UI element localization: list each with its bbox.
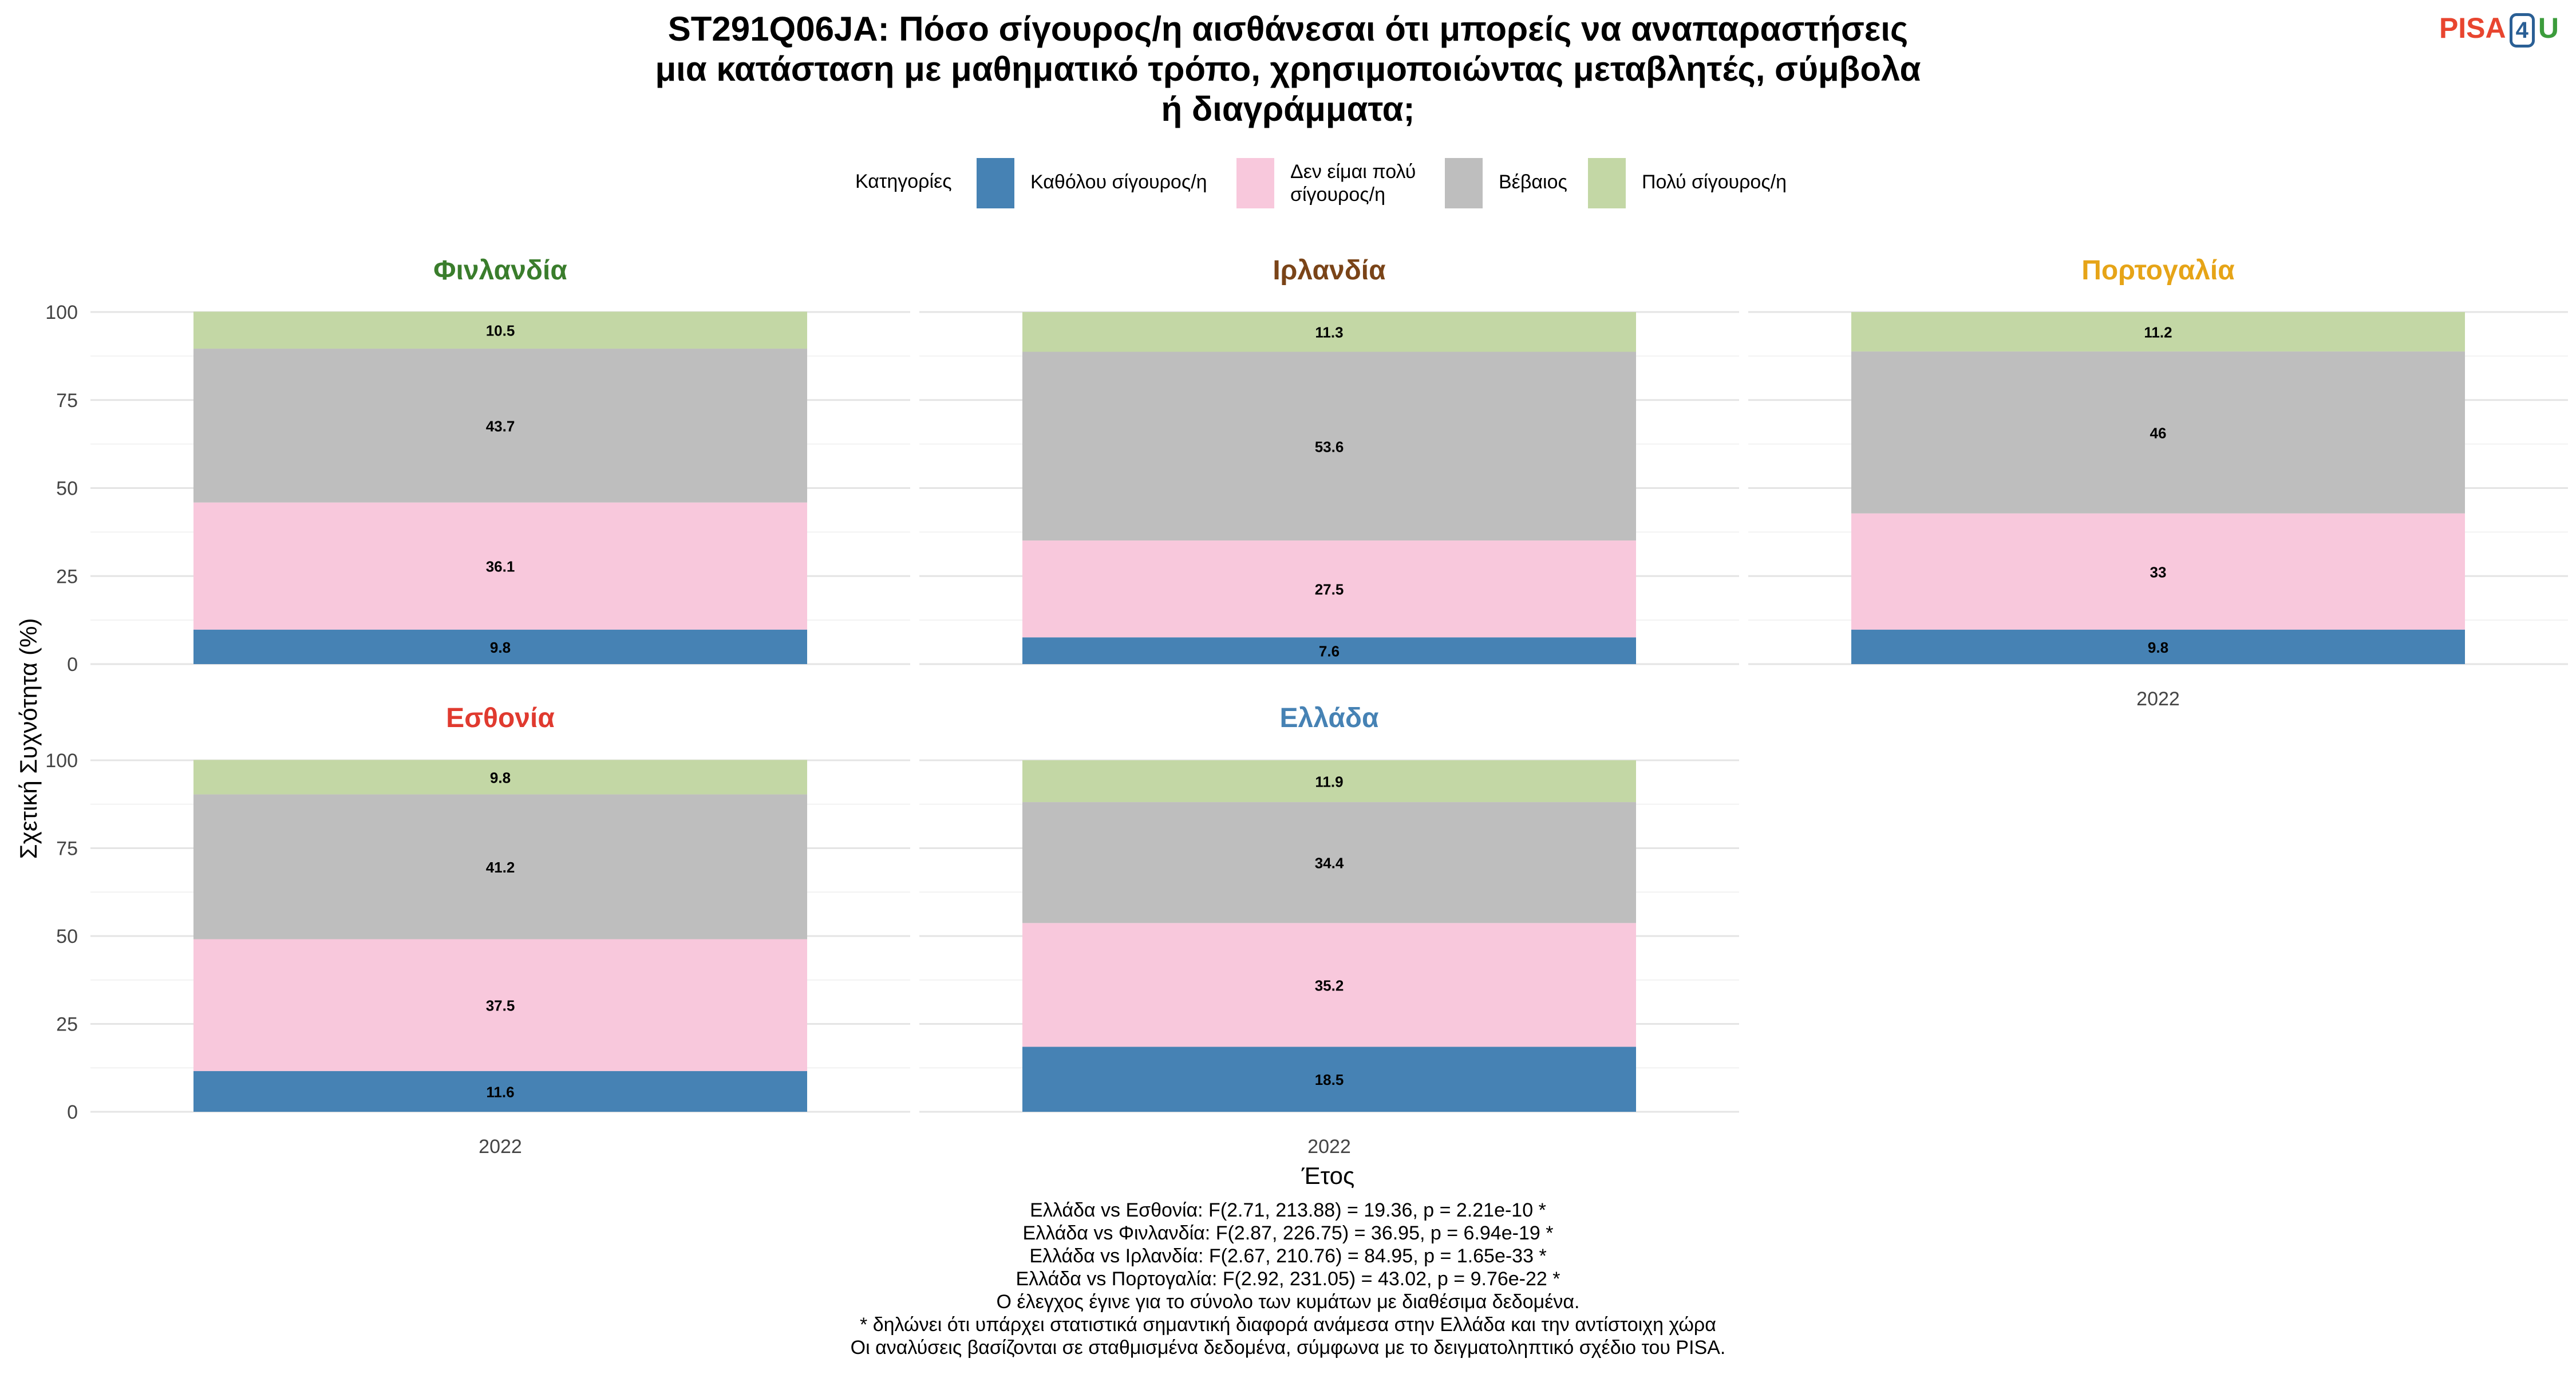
facet-title: Εσθονία	[446, 703, 555, 733]
chart-title-line-1: ST291Q06JA: Πόσο σίγουρος/η αισθάνεσαι ό…	[667, 10, 1909, 48]
facet-panel-1: Φινλανδία 9.8 36.1 43.7 10.5 0 25 50 75 100	[45, 255, 910, 676]
bar-segment-1	[193, 629, 807, 664]
x-tick-label: 2022	[479, 1136, 522, 1158]
bar-segment-2	[193, 939, 807, 1071]
bar-segment-1	[1851, 629, 2465, 664]
footnote-line-5: Ο έλεγχος έγινε για το σύνολο των κυμάτω…	[996, 1291, 1580, 1313]
y-tick-label: 100	[45, 750, 78, 772]
legend-item-3: Βέβαιος	[1445, 158, 1582, 210]
bar-value-label: 27.5	[1315, 581, 1344, 598]
facet-panel-3: Πορτογαλία 9.8 33 46 11.2 2022	[1748, 255, 2568, 710]
bar-segment-1	[1022, 1047, 1636, 1112]
legend-swatch-2	[1236, 158, 1274, 208]
bar-segment-4	[1022, 760, 1636, 803]
x-tick-label: 2022	[1307, 1136, 1351, 1158]
logo-text-pisa: PISA	[2439, 12, 2506, 44]
bar-segment-2	[1022, 540, 1636, 638]
bar-segment-4	[193, 760, 807, 795]
legend-swatch-4	[1588, 158, 1626, 208]
bar-segment-4	[193, 311, 807, 349]
bar-segment-3	[193, 794, 807, 939]
footnote-line-2: Ελλάδα vs Φινλανδία: F(2.87, 226.75) = 3…	[1022, 1222, 1554, 1244]
y-tick-label: 25	[56, 1014, 78, 1036]
chart-title-line-3: ή διαγράμματα;	[1161, 90, 1415, 128]
bar-value-label: 9.8	[2148, 639, 2168, 656]
bar-segment-1	[193, 1071, 807, 1112]
legend-label-2a: Δεν είμαι πολύ	[1290, 161, 1416, 183]
bar-value-label: 43.7	[486, 417, 515, 435]
bar-value-label: 37.5	[486, 997, 515, 1014]
legend: Κατηγορίες Καθόλου σίγουρος/η Δεν είμαι …	[0, 158, 2576, 210]
y-tick-label: 25	[56, 566, 78, 587]
bar-value-label: 53.6	[1315, 438, 1344, 455]
facet-title: Πορτογαλία	[2081, 255, 2235, 286]
facet-panel-4: Εσθονία 11.6 37.5 41.2 9.8 0 25 50 75 100 2022	[45, 703, 910, 1158]
legend-item-4: Πολύ σίγουρος/η	[1588, 158, 1828, 210]
bar-segment-2	[1022, 923, 1636, 1047]
chart-title-line-2: μια κατάσταση με μαθηματικό τρόπο, χρησι…	[655, 50, 1921, 88]
legend-label-2b: σίγουρος/η	[1290, 184, 1386, 206]
legend-label-1: Καθόλου σίγουρος/η	[1030, 171, 1207, 193]
legend-swatch-1	[977, 158, 1014, 208]
bar-segment-3	[1851, 351, 2465, 514]
bar-value-label: 7.6	[1319, 643, 1340, 660]
y-tick-label: 75	[56, 838, 78, 860]
bar-segment-3	[1022, 352, 1636, 541]
legend-label-3: Βέβαιος	[1499, 171, 1567, 193]
bar-value-label: 36.1	[486, 558, 515, 575]
bar-value-label: 11.6	[486, 1083, 514, 1100]
bar-value-label: 9.8	[490, 639, 511, 656]
bar-segment-4	[1022, 312, 1636, 352]
footnote-line-1: Ελλάδα vs Εσθονία: F(2.71, 213.88) = 19.…	[1030, 1199, 1546, 1221]
facet-title: Ελλάδα	[1280, 703, 1379, 733]
facet-title: Ιρλανδία	[1273, 255, 1386, 286]
bar-value-label: 35.2	[1315, 977, 1344, 994]
facet-title: Φινλανδία	[433, 255, 567, 286]
y-tick-label: 50	[56, 478, 78, 500]
bar-value-label: 11.3	[1315, 324, 1343, 341]
legend-item-2: Δεν είμαι πολύ σίγουρος/η	[1236, 158, 1448, 210]
y-tick-label: 50	[56, 926, 78, 947]
footnote-line-6: * δηλώνει ότι υπάρχει στατιστικά σημαντι…	[860, 1314, 1716, 1336]
footnote-line-4: Ελλάδα vs Πορτογαλία: F(2.92, 231.05) = …	[1016, 1268, 1560, 1290]
bar-segment-2	[193, 502, 807, 630]
bar-value-label: 33	[2150, 563, 2167, 581]
x-tick-label: 2022	[2136, 688, 2180, 710]
bar-value-label: 46	[2150, 424, 2167, 441]
y-tick-label: 100	[45, 302, 78, 323]
y-tick-label: 0	[67, 1101, 78, 1123]
bar-segment-1	[1022, 637, 1636, 664]
legend-label-4: Πολύ σίγουρος/η	[1642, 171, 1787, 193]
legend-item-1: Καθόλου σίγουρος/η	[977, 158, 1246, 210]
bar-segment-3	[1022, 802, 1636, 923]
facet-panel-2: Ιρλανδία 7.6 27.5 53.6 11.3	[919, 255, 1739, 665]
y-tick-label: 0	[67, 654, 78, 676]
bar-value-label: 11.9	[1315, 773, 1343, 791]
footnote-line-3: Ελλάδα vs Ιρλανδία: F(2.67, 210.76) = 84…	[1029, 1245, 1547, 1267]
facet-panel-5: Ελλάδα 18.5 35.2 34.4 11.9 2022	[919, 703, 1739, 1158]
legend-swatch-3	[1445, 158, 1483, 208]
x-axis-title: Έτος	[1301, 1162, 1355, 1189]
legend-title: Κατηγορίες	[855, 171, 952, 192]
bar-segment-3	[193, 348, 807, 503]
bar-value-label: 10.5	[486, 322, 515, 339]
logo-text-u: U	[2538, 12, 2559, 44]
bar-value-label: 18.5	[1315, 1071, 1344, 1088]
bar-segment-2	[1851, 513, 2465, 630]
bar-segment-4	[1851, 312, 2465, 352]
bar-value-label: 11.2	[2144, 323, 2172, 341]
pisa4u-logo: PISA 4 U	[2439, 8, 2559, 48]
y-tick-label: 75	[56, 390, 78, 412]
footnote-line-7: Οι αναλύσεις βασίζονται σε σταθμισμένα δ…	[850, 1337, 1726, 1359]
logo-text-4: 4	[2509, 13, 2535, 48]
bar-value-label: 41.2	[486, 859, 515, 876]
y-axis-title: Σχετική Συχνότητα (%)	[15, 618, 42, 859]
bar-value-label: 34.4	[1315, 855, 1344, 872]
bar-value-label: 9.8	[490, 769, 511, 786]
